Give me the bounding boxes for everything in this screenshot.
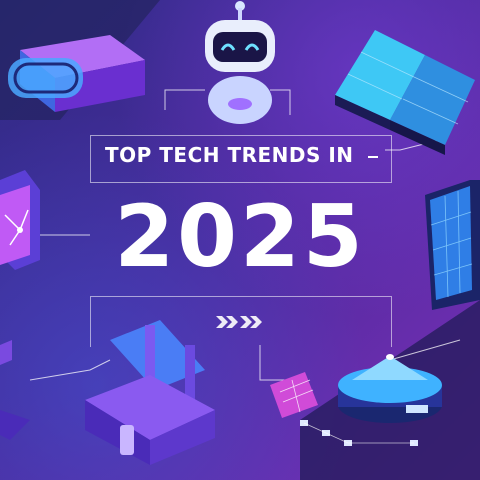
solar-panel-icon: [335, 30, 475, 155]
lower-frame: [90, 296, 392, 347]
pedestal-icon: [0, 340, 30, 440]
year-heading: 2025: [114, 187, 366, 287]
satellite-dish-icon: [338, 354, 442, 423]
title-line: TOP TECH TRENDS IN: [105, 143, 354, 167]
3d-printer-icon: [85, 320, 215, 465]
chevron-accent-icon: [216, 316, 262, 328]
data-board-icon: [270, 372, 418, 446]
circuit-chip-icon: [0, 170, 40, 270]
server-panel-icon: [425, 180, 480, 310]
title-dash: [368, 156, 378, 158]
title-frame: [90, 135, 392, 183]
vr-headset-icon: [8, 35, 145, 112]
robot-head-icon: [205, 1, 275, 124]
